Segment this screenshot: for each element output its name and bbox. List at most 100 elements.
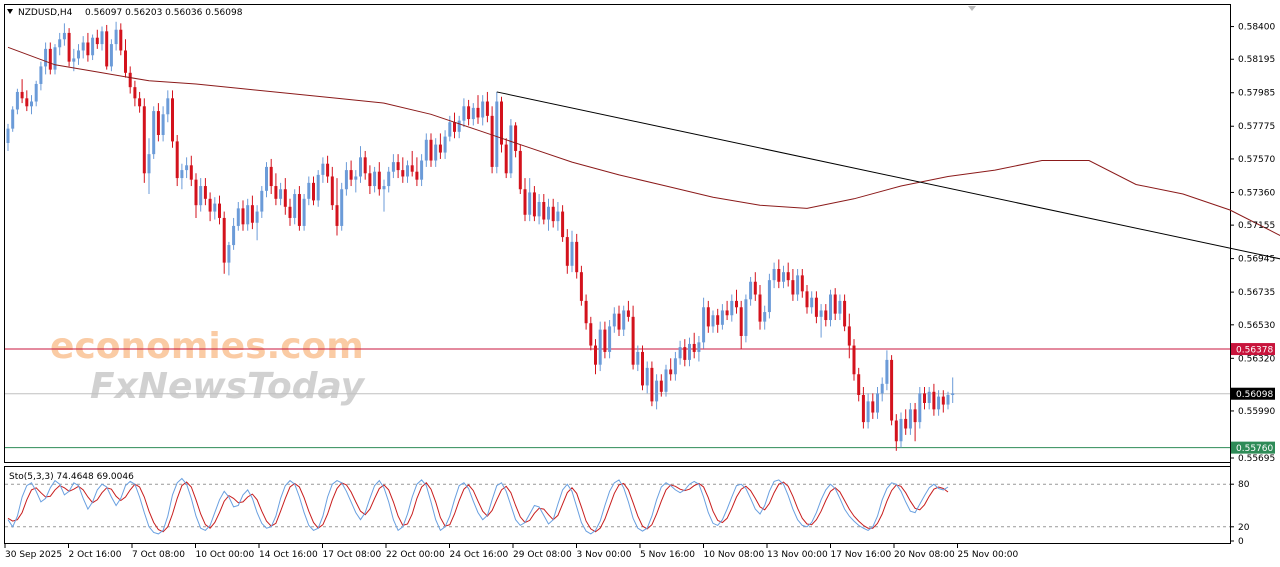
candle-body <box>913 409 917 423</box>
price-tag <box>1231 441 1275 454</box>
candle-body <box>631 316 635 365</box>
candle-body <box>297 194 301 226</box>
trendline[interactable] <box>496 91 1280 401</box>
candle-body <box>77 50 80 59</box>
candle-body <box>923 393 926 403</box>
price-tag-label: 0.56378 <box>1236 346 1273 356</box>
candle-body <box>86 42 90 56</box>
candle-body <box>180 170 184 179</box>
candle-body <box>316 174 320 201</box>
candle-body <box>735 300 738 308</box>
candle-body <box>833 294 837 314</box>
price-tick-label: 0.56735 <box>1238 288 1275 298</box>
candle-body <box>622 310 626 330</box>
shift-marker-icon[interactable] <box>968 6 976 11</box>
price-tick-label: 0.57360 <box>1238 188 1275 198</box>
candle-body <box>368 173 372 187</box>
watermark: economies.com FxNewsToday <box>50 326 366 407</box>
candle-body <box>885 359 889 384</box>
candle-body <box>241 208 245 225</box>
price-tag <box>1231 387 1275 400</box>
candle-body <box>861 394 865 423</box>
candle-body <box>518 150 522 190</box>
candle-body <box>321 163 325 175</box>
price-tick-label: 0.56320 <box>1238 354 1275 364</box>
candle-body <box>260 190 264 212</box>
candle-body <box>476 107 480 118</box>
candle-body <box>30 101 33 107</box>
time-tick-label: 24 Oct 16:00 <box>450 550 509 560</box>
stochastic-signal-line <box>7 481 949 533</box>
candle-body <box>349 170 353 180</box>
candle-body <box>537 201 541 217</box>
candle-body <box>608 326 612 352</box>
candle-body <box>203 186 207 199</box>
stochastic-title: Sto(5,3,3) 74.4648 69.0046 <box>9 472 134 482</box>
candle-body <box>128 72 132 88</box>
candle-body <box>561 211 565 238</box>
candle-body <box>15 91 19 110</box>
symbol-label: NZDUSD,H4 <box>18 8 73 18</box>
candle-body <box>391 162 395 172</box>
candle-body <box>730 300 734 316</box>
time-tick-label: 17 Nov 16:00 <box>831 550 892 560</box>
candle-body <box>890 359 894 421</box>
candle-body <box>800 275 804 292</box>
candle-body <box>424 139 428 161</box>
candle-body <box>937 396 941 410</box>
candle-body <box>847 326 851 346</box>
candle-body <box>20 91 24 99</box>
candle-body <box>255 211 259 223</box>
candle-body <box>443 136 447 153</box>
candle-body <box>39 66 43 84</box>
collapse-triangle-icon[interactable] <box>7 9 13 14</box>
candle-body <box>584 300 588 324</box>
candle-body <box>697 342 701 352</box>
candle-body <box>218 203 221 218</box>
candle-body <box>514 125 518 151</box>
candle-body <box>199 186 203 206</box>
candle-body <box>410 165 414 172</box>
candle-body <box>166 98 170 115</box>
candle-body <box>387 171 391 187</box>
candle-body <box>72 58 76 62</box>
candle-body <box>908 409 912 429</box>
candle-body <box>650 367 654 402</box>
candle-body <box>283 189 287 207</box>
candle-body <box>791 280 795 295</box>
candle-body <box>91 37 95 56</box>
price-axis: 0.58400 0.58195 0.57985 0.57775 0.57570 0.573… <box>1230 23 1275 464</box>
time-tick-label: 5 Nov 16:00 <box>640 550 695 560</box>
candle-body <box>579 272 583 301</box>
candle-body <box>528 192 532 215</box>
candle-body <box>147 154 151 174</box>
candle-body <box>471 107 475 120</box>
candle-body <box>645 367 649 386</box>
candle-body <box>612 313 616 327</box>
candle-body <box>753 281 757 295</box>
candle-body <box>302 198 306 226</box>
candle-body <box>565 237 569 266</box>
candle-body <box>673 358 677 375</box>
time-tick-label: 13 Nov 00:00 <box>767 550 828 560</box>
candle-body <box>335 205 339 226</box>
stochastic-axis: 80 20 0 <box>1230 480 1250 547</box>
candles <box>6 21 955 451</box>
candle-body <box>810 297 814 308</box>
stochastic-main-line <box>7 477 949 535</box>
candle-body <box>575 241 579 273</box>
candle-body <box>363 157 367 174</box>
candle-body <box>236 208 240 226</box>
price-tick-label: 0.57155 <box>1238 221 1275 231</box>
candle-body <box>138 98 142 107</box>
candle-body <box>420 160 424 180</box>
time-tick-label: 17 Oct 08:00 <box>323 550 382 560</box>
candle-body <box>161 114 165 136</box>
candle-body <box>495 101 499 167</box>
candle-body <box>124 50 127 73</box>
candle-body <box>382 186 386 190</box>
candle-body <box>53 47 57 70</box>
candle-body <box>683 347 687 360</box>
candle-body <box>152 111 156 155</box>
